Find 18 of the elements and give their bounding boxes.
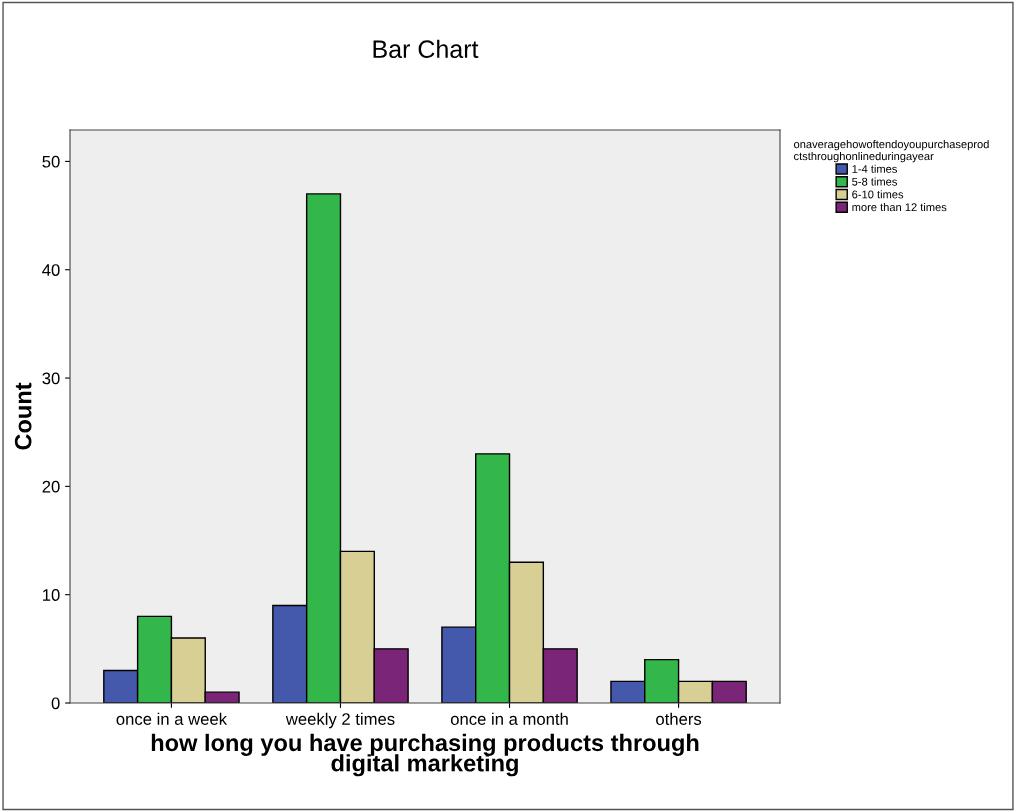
y-tick-label: 20 [42,480,60,493]
y-tick-label: 30 [42,372,60,385]
y-tick-label: 0 [51,697,60,710]
y-tick-label: 50 [42,155,60,168]
y-tick-label: 10 [43,589,60,601]
chart-title: Bar Chart [373,39,479,59]
legend-label: 1-4 times [852,164,897,173]
x-tick-label: weekly 2 times [285,712,395,729]
y-tick-label: 40 [42,264,60,276]
x-axis-title: how long you have purchasing products through digital marketing [151,733,699,777]
y-axis-title: Count [14,382,32,450]
x-tick-label: others [656,712,702,725]
x-tick-label: once in a week [116,712,228,725]
legend-title: onaveragehowoftendoyoupurchaseprod ctsthroughonlineduringayear [794,140,989,163]
legend-label: more than 12 times [852,202,947,212]
x-tick-label: once in a month [450,712,568,725]
legend-label: 6-10 times [852,190,904,199]
legend-label: 5-8 times [852,177,897,186]
